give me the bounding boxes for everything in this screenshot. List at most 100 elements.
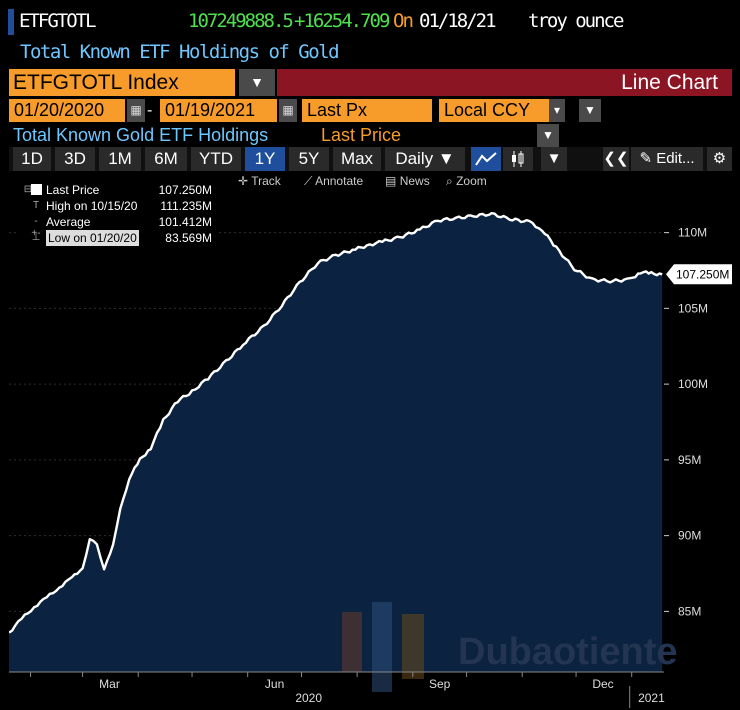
series-description: Total Known Gold ETF Holdings [13, 125, 269, 145]
settings-gear-icon[interactable]: ⚙ [707, 147, 732, 171]
legend-low-label: Low on 01/20/20 [46, 230, 139, 246]
x-axis: Mar Jun Sep Dec 2020 2021 [9, 671, 665, 708]
security-dropdown-button[interactable]: ▼ [239, 69, 275, 96]
chart-options-dropdown-icon[interactable]: ▼ [541, 147, 567, 171]
low-marker-icon: ⊥ [31, 232, 41, 243]
period-3d[interactable]: 3D [55, 147, 95, 171]
y-axis: 85M 90M 95M 100M 105M 110M 107.250M [664, 226, 732, 618]
legend-high-value: 111.235M [160, 199, 212, 213]
description-row: Total Known Gold ETF Holdings Last Price… [9, 124, 732, 147]
y-tick-label: 85M [678, 604, 701, 618]
unit-label: troy ounce [528, 10, 624, 32]
filter-icon[interactable]: ▼ [579, 99, 601, 122]
currency-select[interactable]: Local CCY [439, 99, 549, 122]
legend-low-value: 83.569M [165, 231, 212, 245]
period-5y[interactable]: 5Y [289, 147, 329, 171]
chart-type-bar: Line Chart [277, 69, 732, 96]
last-value-tag-label: 107.250M [676, 267, 729, 281]
x-tick-label: Mar [99, 677, 120, 691]
collapse-icon[interactable]: ❮❮ [603, 147, 629, 171]
period-max[interactable]: Max [333, 147, 381, 171]
on-label: On [393, 10, 414, 32]
security-input[interactable]: ETFGTOTL Index [9, 69, 235, 96]
watermark-logo-bar [342, 612, 362, 672]
watermark-logo-bar [372, 602, 392, 692]
frequency-select[interactable]: Daily ▼ [385, 147, 465, 171]
news-button[interactable]: ▤ News [385, 172, 430, 191]
currency-dropdown-icon[interactable]: ▾ [549, 99, 565, 122]
legend-last-value: 107.250M [158, 183, 212, 197]
legend-line-swatch [31, 184, 42, 195]
legend-average: -+- Average 101.412M [18, 214, 218, 239]
legend-high: T High on 10/15/20 111.235M [18, 198, 218, 214]
crosshair-icon: ✛ [238, 174, 249, 188]
y-tick-label: 110M [678, 226, 707, 240]
calendar-icon[interactable]: ▦ [127, 99, 145, 122]
legend-last-price[interactable]: ⊟ Last Price 107.250M [18, 182, 218, 198]
high-marker-icon: T [32, 200, 40, 211]
last-date: 01/18/21 [419, 10, 497, 32]
x-year-label: 2020 [295, 691, 322, 705]
security-row: ETFGTOTL Index ▼ Line Chart [9, 69, 732, 96]
parameter-row: 01/20/2020 ▦ - 01/19/2021 ▦ Last Px Loca… [9, 99, 732, 122]
period-toolbar: 1D 3D 1M 6M YTD 1Y 5Y Max Daily ▼ ▼ ❮❮ ✎… [9, 147, 732, 171]
calendar-icon[interactable]: ▦ [279, 99, 297, 122]
period-ytd[interactable]: YTD [191, 147, 241, 171]
end-date-field[interactable]: 01/19/2021 [160, 99, 277, 122]
chart-legend: ⊟ Last Price 107.250M T High on 10/15/20… [18, 182, 218, 250]
field-label: Last Price [321, 125, 402, 145]
candlestick-icon[interactable] [503, 147, 533, 171]
dropdown-icon: ▼ [250, 74, 264, 90]
legend-average-value: 101.412M [158, 215, 212, 229]
zoom-icon: ⌕ [446, 174, 453, 188]
edit-label: Edit... [656, 150, 695, 167]
period-1d[interactable]: 1D [13, 147, 51, 171]
date-separator: - [147, 102, 153, 119]
legend-high-label: High on 10/15/20 [46, 198, 138, 214]
field-select[interactable]: Last Px [302, 99, 432, 122]
zoom-label: Zoom [456, 174, 487, 188]
x-tick-label: Jun [265, 677, 284, 691]
news-icon: ▤ [385, 174, 397, 188]
period-1m[interactable]: 1M [99, 147, 141, 171]
chart-tools: ✛ Track ⟋ Annotate ▤ News ⌕ Zoom [230, 172, 500, 191]
ticker-symbol[interactable]: ETFGTOTL [19, 10, 97, 32]
track-button[interactable]: ✛ Track [238, 172, 281, 191]
last-value-tag [666, 264, 732, 285]
chart-type-label: Line Chart [621, 71, 718, 94]
y-tick-label: 105M [678, 301, 708, 315]
x-tick-label: Sep [429, 677, 451, 691]
ticker-marker [8, 9, 14, 35]
annotate-label: Annotate [315, 174, 364, 188]
start-date-field[interactable]: 01/20/2020 [9, 99, 125, 122]
last-value: 107249888.5 [188, 10, 294, 32]
y-tick-label: 100M [678, 377, 708, 391]
legend-low: ⊥ Low on 01/20/20 83.569M [18, 230, 218, 246]
options-dropdown-icon[interactable]: ▼ [537, 124, 559, 147]
line-chart-icon[interactable] [471, 147, 501, 171]
y-tick-label: 90M [678, 529, 701, 543]
period-6m[interactable]: 6M [145, 147, 187, 171]
change-value: +16254.709 [294, 10, 390, 32]
news-label: News [399, 174, 430, 188]
annotate-icon: ⟋ [304, 174, 313, 188]
watermark-text: Dubaotiente [458, 631, 678, 673]
period-1y[interactable]: 1Y [245, 147, 285, 171]
edit-button[interactable]: ✎ Edit... [631, 147, 703, 171]
y-tick-label: 95M [678, 453, 701, 467]
watermark: Dubaotiente [342, 602, 678, 692]
legend-last-label: Last Price [46, 182, 100, 198]
pencil-icon: ✎ [639, 150, 653, 167]
average-marker-icon: -+- [31, 216, 41, 239]
legend-expand-icon[interactable]: ⊟ [23, 184, 33, 195]
annotate-button[interactable]: ⟋ Annotate [304, 172, 363, 191]
series-line-last-price[interactable] [9, 212, 663, 634]
security-subtitle: Total Known ETF Holdings of Gold [20, 41, 340, 63]
legend-average-label: Average [46, 214, 131, 230]
zoom-button[interactable]: ⌕ Zoom [446, 172, 487, 191]
watermark-logo-bar [402, 614, 424, 679]
x-tick-label: Dec [592, 677, 613, 691]
line-chart: Dubaotiente Mar Jun Sep Dec 2020 2021 85M 90M 9… [0, 172, 740, 710]
x-year-label: 2021 [638, 691, 665, 705]
ticker-bar: ETFGTOTL 107249888.5 +16254.709 On 01/18… [0, 0, 740, 40]
